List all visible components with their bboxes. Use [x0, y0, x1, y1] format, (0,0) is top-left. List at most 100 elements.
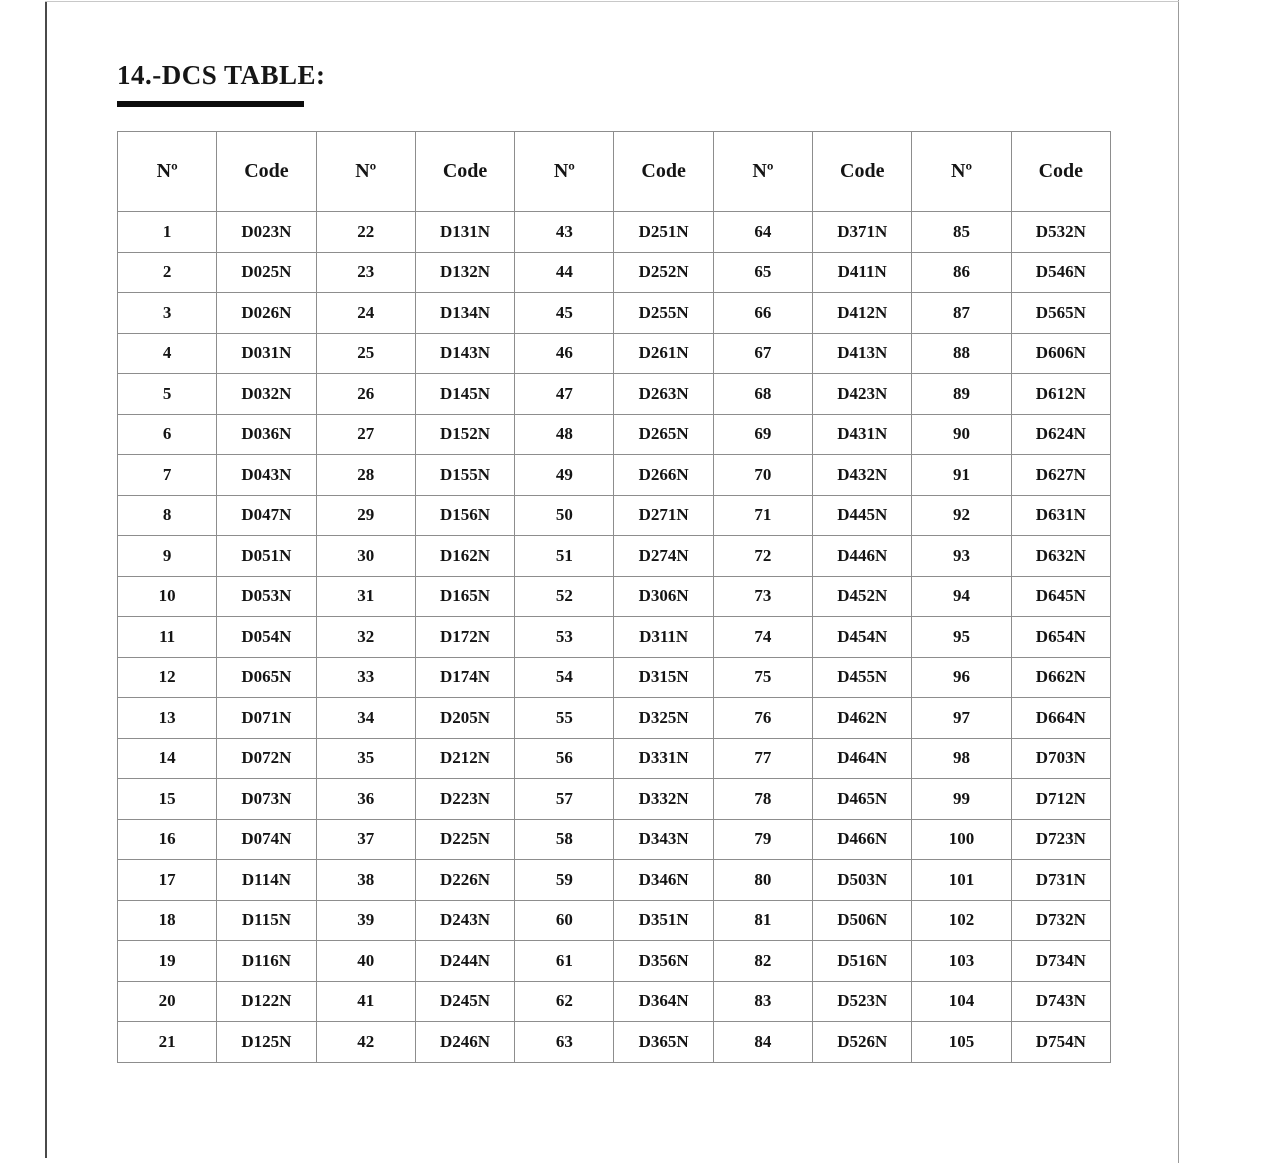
code-cell: D431N	[812, 413, 913, 455]
row-number-cell: 91	[911, 454, 1012, 496]
code-cell: D465N	[812, 778, 913, 820]
table-row: 19 D116N 40 D244N 61 D356N 82 D516N 103 D734N	[116, 940, 1112, 982]
row-number-cell: 96	[911, 656, 1012, 698]
code-cell: D703N	[1010, 737, 1112, 779]
row-number-cell: 6	[116, 413, 218, 455]
code-cell: D346N	[613, 859, 714, 901]
code-cell: D263N	[613, 373, 714, 415]
code-cell: D243N	[414, 899, 516, 941]
code-cell: D125N	[216, 1021, 317, 1063]
row-number-cell: 37	[315, 818, 416, 860]
row-number-cell: 38	[315, 859, 416, 901]
code-cell: D031N	[216, 332, 317, 374]
row-number-cell: 23	[315, 251, 416, 293]
code-cell: D331N	[613, 737, 714, 779]
row-number-cell: 59	[514, 859, 615, 901]
row-number-cell: 73	[712, 575, 814, 617]
code-cell: D072N	[216, 737, 317, 779]
code-cell: D516N	[812, 940, 913, 982]
row-number-cell: 92	[911, 494, 1012, 536]
row-number-cell: 81	[712, 899, 814, 941]
code-cell: D131N	[414, 211, 516, 253]
code-cell: D043N	[216, 454, 317, 496]
code-cell: D266N	[613, 454, 714, 496]
code-cell: D174N	[414, 656, 516, 698]
table-row: 18 D115N 39 D243N 60 D351N 81 D506N 102 D732N	[116, 899, 1112, 941]
row-number-cell: 10	[116, 575, 218, 617]
row-number-cell: 11	[116, 616, 218, 658]
code-cell: D025N	[216, 251, 317, 293]
table-body: 1 D023N 22 D131N 43 D251N 64 D371N 85 D532N 2 D025N…	[116, 211, 1112, 1063]
code-cell: D036N	[216, 413, 317, 455]
row-number-cell: 22	[315, 211, 416, 253]
code-cell: D452N	[812, 575, 913, 617]
code-cell: D065N	[216, 656, 317, 698]
row-number-cell: 75	[712, 656, 814, 698]
code-cell: D225N	[414, 818, 516, 860]
code-cell: D565N	[1010, 292, 1112, 334]
row-number-cell: 60	[514, 899, 615, 941]
code-cell: D244N	[414, 940, 516, 982]
table-row: 3 D026N 24 D134N 45 D255N 66 D412N 87 D565N	[116, 292, 1112, 334]
row-number-cell: 63	[514, 1021, 615, 1063]
row-number-cell: 28	[315, 454, 416, 496]
code-cell: D645N	[1010, 575, 1112, 617]
code-cell: D245N	[414, 980, 516, 1022]
row-number-cell: 53	[514, 616, 615, 658]
table-row: 8 D047N 29 D156N 50 D271N 71 D445N 92 D631N	[116, 494, 1112, 536]
row-number-cell: 50	[514, 494, 615, 536]
code-cell: D252N	[613, 251, 714, 293]
row-number-cell: 55	[514, 697, 615, 739]
code-cell: D032N	[216, 373, 317, 415]
code-cell: D464N	[812, 737, 913, 779]
table-row: 1 D023N 22 D131N 43 D251N 64 D371N 85 D532N	[116, 211, 1112, 253]
code-cell: D526N	[812, 1021, 913, 1063]
code-cell: D116N	[216, 940, 317, 982]
code-cell: D364N	[613, 980, 714, 1022]
code-cell: D265N	[613, 413, 714, 455]
code-cell: D162N	[414, 535, 516, 577]
code-cell: D226N	[414, 859, 516, 901]
row-number-cell: 52	[514, 575, 615, 617]
row-number-cell: 2	[116, 251, 218, 293]
row-number-cell: 66	[712, 292, 814, 334]
row-number-cell: 71	[712, 494, 814, 536]
column-header-number: Nº	[514, 131, 615, 212]
code-cell: D734N	[1010, 940, 1112, 982]
code-cell: D325N	[613, 697, 714, 739]
row-number-cell: 80	[712, 859, 814, 901]
code-cell: D212N	[414, 737, 516, 779]
row-number-cell: 58	[514, 818, 615, 860]
code-cell: D446N	[812, 535, 913, 577]
code-cell: D664N	[1010, 697, 1112, 739]
code-cell: D047N	[216, 494, 317, 536]
row-number-cell: 100	[911, 818, 1012, 860]
row-number-cell: 4	[116, 332, 218, 374]
code-cell: D343N	[613, 818, 714, 860]
row-number-cell: 15	[116, 778, 218, 820]
code-cell: D132N	[414, 251, 516, 293]
row-number-cell: 42	[315, 1021, 416, 1063]
row-number-cell: 85	[911, 211, 1012, 253]
row-number-cell: 103	[911, 940, 1012, 982]
table-row: 10 D053N 31 D165N 52 D306N 73 D452N 94 D645N	[116, 575, 1112, 617]
code-cell: D631N	[1010, 494, 1112, 536]
row-number-cell: 27	[315, 413, 416, 455]
row-number-cell: 26	[315, 373, 416, 415]
code-cell: D115N	[216, 899, 317, 941]
row-number-cell: 102	[911, 899, 1012, 941]
code-cell: D271N	[613, 494, 714, 536]
row-number-cell: 89	[911, 373, 1012, 415]
code-cell: D723N	[1010, 818, 1112, 860]
row-number-cell: 51	[514, 535, 615, 577]
table-header: Nº Code Nº Code Nº Code Nº Code Nº Code	[116, 131, 1112, 212]
row-number-cell: 8	[116, 494, 218, 536]
code-cell: D371N	[812, 211, 913, 253]
row-number-cell: 24	[315, 292, 416, 334]
code-cell: D632N	[1010, 535, 1112, 577]
table-row: 9 D051N 30 D162N 51 D274N 72 D446N 93 D632N	[116, 535, 1112, 577]
row-number-cell: 1	[116, 211, 218, 253]
code-cell: D627N	[1010, 454, 1112, 496]
code-cell: D122N	[216, 980, 317, 1022]
row-number-cell: 99	[911, 778, 1012, 820]
